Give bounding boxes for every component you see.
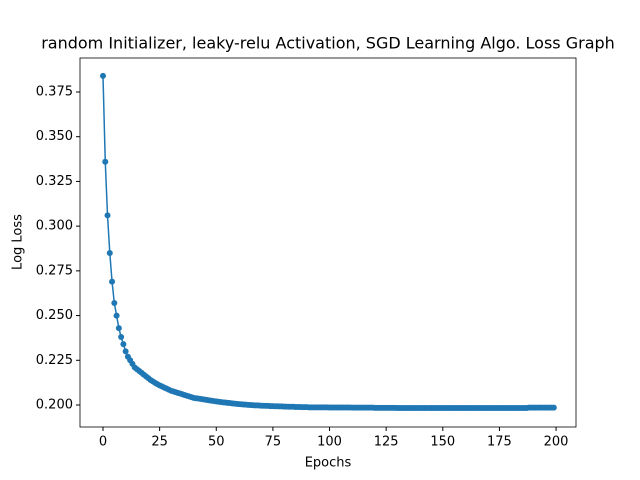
x-axis-label: Epochs xyxy=(305,456,352,471)
x-tick-label: 75 xyxy=(265,435,282,450)
point xyxy=(109,278,116,285)
y-tick-label: 0.300 xyxy=(36,219,73,234)
y-tick-label: 0.325 xyxy=(36,174,73,189)
x-tick-label: 0 xyxy=(99,435,107,450)
point xyxy=(99,72,106,79)
point xyxy=(122,348,129,355)
x-tick-label: 200 xyxy=(544,435,569,450)
x-tick-label: 175 xyxy=(487,435,512,450)
point xyxy=(106,249,113,256)
x-tick-label: 150 xyxy=(430,435,455,450)
y-tick-label: 0.275 xyxy=(36,263,73,278)
line xyxy=(102,75,554,409)
point xyxy=(111,300,118,307)
point xyxy=(113,312,120,319)
point xyxy=(115,325,122,332)
y-tick-label: 0.225 xyxy=(36,353,73,368)
x-tick-label: 50 xyxy=(208,435,225,450)
point xyxy=(120,341,127,348)
plot-frame xyxy=(79,57,577,428)
chart-title: random Initializer, leaky-relu Activatio… xyxy=(41,34,615,53)
y-tick-label: 0.200 xyxy=(36,397,73,412)
point xyxy=(102,158,109,165)
x-tick-label: 100 xyxy=(317,435,342,450)
point xyxy=(104,212,111,219)
y-tick-label: 0.250 xyxy=(36,308,73,323)
point xyxy=(550,404,557,411)
x-tick-label: 25 xyxy=(151,435,168,450)
point xyxy=(118,334,125,341)
x-tick-label: 125 xyxy=(374,435,399,450)
y-axis-label: Log Loss xyxy=(11,214,26,270)
y-tick-label: 0.375 xyxy=(36,84,73,99)
y-tick-label: 0.350 xyxy=(36,129,73,144)
